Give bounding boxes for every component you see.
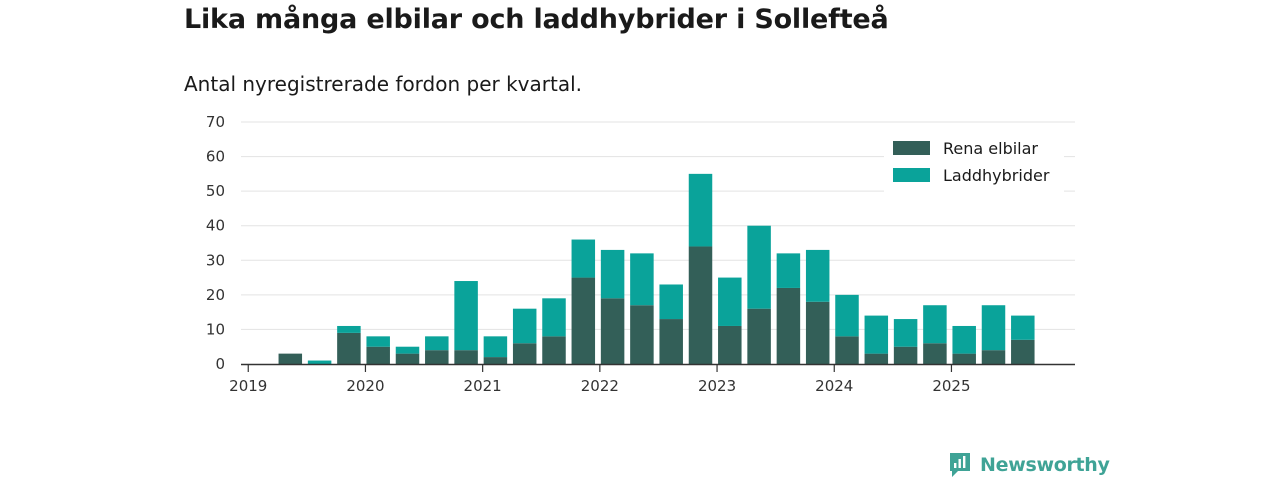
y-tick-label: 20 <box>206 286 225 304</box>
bar-laddhybrider <box>307 360 332 364</box>
bar-laddhybrider <box>337 325 361 333</box>
y-tick-label: 70 <box>206 113 225 131</box>
bar-laddhybrider <box>776 253 801 288</box>
bar-rena-elbilar <box>1011 339 1035 364</box>
x-tick-label: 2023 <box>698 377 736 395</box>
bar-laddhybrider <box>688 173 713 247</box>
legend: Rena elbilar Laddhybrider <box>884 132 1064 194</box>
bar-laddhybrider <box>952 325 976 354</box>
bar-laddhybrider <box>864 315 889 354</box>
bar-laddhybrider <box>630 253 654 306</box>
bar-rena-elbilar <box>425 350 449 364</box>
bar-rena-elbilar <box>600 298 625 364</box>
x-tick-label: 2024 <box>815 377 853 395</box>
newsworthy-logo-icon <box>950 453 970 477</box>
bar-laddhybrider <box>512 308 537 344</box>
bar-rena-elbilar <box>688 246 713 364</box>
bar-rena-elbilar <box>952 353 976 364</box>
bar-laddhybrider <box>1011 315 1035 340</box>
bar-rena-elbilar <box>864 353 889 364</box>
legend-swatch <box>893 168 930 182</box>
bar-rena-elbilar <box>337 332 361 364</box>
bar-rena-elbilar <box>776 287 801 364</box>
bar-laddhybrider <box>747 225 771 309</box>
y-tick-label: 50 <box>206 182 225 200</box>
bar-rena-elbilar <box>454 350 478 364</box>
bar-laddhybrider <box>893 319 918 347</box>
chart-title: Lika många elbilar och laddhybrider i So… <box>184 4 889 35</box>
bar-laddhybrider <box>600 249 625 299</box>
bar-laddhybrider <box>483 336 508 358</box>
bar-laddhybrider <box>542 298 566 337</box>
bar-laddhybrider <box>454 281 478 351</box>
bar-rena-elbilar <box>512 343 537 364</box>
bar-rena-elbilar <box>805 301 830 364</box>
bar-rena-elbilar <box>630 305 654 364</box>
bar-rena-elbilar <box>483 357 508 364</box>
bar-laddhybrider <box>835 294 859 337</box>
bar-rena-elbilar <box>747 308 771 364</box>
y-tick-label: 0 <box>215 355 225 373</box>
bar-rena-elbilar <box>659 319 683 364</box>
bar-laddhybrider <box>718 277 742 326</box>
y-tick-label: 30 <box>206 251 225 269</box>
bar-laddhybrider <box>366 336 390 347</box>
bar-rena-elbilar <box>366 346 390 364</box>
x-tick-label: 2019 <box>229 377 267 395</box>
bar-rena-elbilar <box>893 346 918 364</box>
axes: 0 10 20 30 40 50 60 70 2019 2020 2021 2022 2023 2024 2… <box>206 113 1075 395</box>
y-tick-label: 60 <box>206 148 225 166</box>
bar-laddhybrider <box>395 346 420 354</box>
brand-logo: Newsworthy <box>948 450 1110 480</box>
bar-rena-elbilar <box>923 343 947 364</box>
bar-laddhybrider <box>923 305 947 344</box>
bar-rena-elbilar <box>542 336 566 364</box>
bar-laddhybrider <box>571 239 596 278</box>
bar-laddhybrider <box>425 336 449 351</box>
x-tick-label: 2021 <box>464 377 502 395</box>
bar-laddhybrider <box>981 305 1006 351</box>
x-tick-label: 2020 <box>346 377 384 395</box>
y-tick-label: 10 <box>206 320 225 338</box>
x-tick-label: 2022 <box>581 377 619 395</box>
bar-rena-elbilar <box>278 353 303 364</box>
brand-name: Newsworthy <box>980 454 1110 476</box>
bar-rena-elbilar <box>571 277 596 364</box>
bar-rena-elbilar <box>981 350 1006 364</box>
y-tick-label: 40 <box>206 217 225 235</box>
bars <box>278 173 1035 364</box>
bar-rena-elbilar <box>718 325 742 364</box>
bar-laddhybrider <box>659 284 683 320</box>
legend-label: Laddhybrider <box>943 166 1050 185</box>
x-tick-label: 2025 <box>932 377 970 395</box>
chart-subtitle: Antal nyregistrerade fordon per kvartal. <box>184 72 583 96</box>
legend-swatch <box>893 141 930 155</box>
legend-label: Rena elbilar <box>943 139 1038 158</box>
bar-rena-elbilar <box>395 353 420 364</box>
bar-rena-elbilar <box>835 336 859 364</box>
bar-laddhybrider <box>805 249 830 302</box>
